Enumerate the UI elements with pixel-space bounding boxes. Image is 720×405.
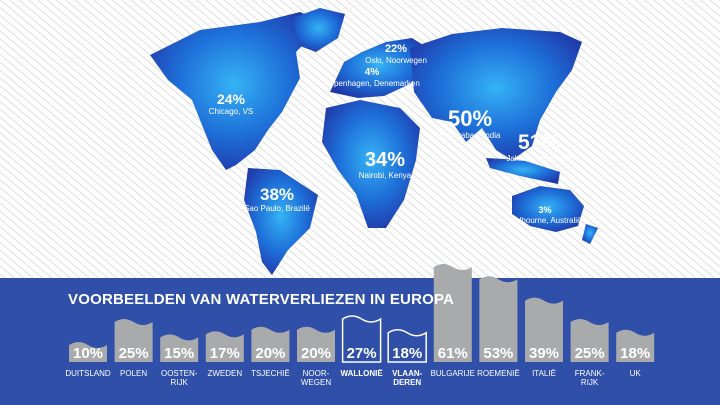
map-callout: 38% Sao Paulo, Brazilë — [217, 186, 337, 213]
map-callout: 51% Jakarta, Indonesië — [479, 132, 599, 163]
chart-title: VOORBEELDEN VAN WATERVERLIEZEN IN EUROPA — [68, 291, 455, 308]
map-callout-value: 24% — [216, 91, 246, 107]
bar-oosten-rijk — [160, 334, 199, 362]
map-callout-place: Hyderabad, India — [439, 131, 501, 140]
category-label: ITALIË — [532, 369, 556, 378]
north-america-shape — [150, 12, 318, 170]
map-callout: 50% Hyderabad, India — [410, 108, 530, 140]
bar-value-label: 10% — [73, 345, 103, 362]
map-callout-place: Oslo, Noorwegen — [365, 56, 427, 65]
map-callout-value: 38% — [259, 185, 295, 204]
bar-tsjechi- — [251, 326, 290, 362]
bar-bulgarije — [433, 264, 472, 362]
bar-value-label: 61% — [438, 345, 468, 362]
map-callout-place: Chicago, VS — [208, 107, 254, 116]
map-callout-value: 34% — [364, 149, 406, 171]
new-zealand-shape — [582, 224, 598, 244]
category-label: ROEMENIË — [477, 369, 520, 378]
greenland-shape — [292, 8, 345, 52]
bar-walloni- — [341, 315, 382, 363]
bar-frank-rijk — [570, 319, 609, 362]
bar-value-label: 25% — [575, 345, 605, 362]
africa-shape — [322, 100, 420, 228]
bar-vlaan-deren — [387, 329, 427, 363]
category-label: POLEN — [120, 369, 147, 378]
asia-shape — [410, 28, 582, 160]
category-label: FRANK-RIJK — [575, 369, 605, 387]
bar-value-label: 18% — [620, 345, 650, 362]
bar-value-label: 27% — [347, 345, 377, 362]
indonesia-shape — [486, 158, 560, 184]
bar-value-label: 17% — [210, 345, 240, 362]
category-label: WALLONIË — [340, 369, 383, 378]
map-callout-place: Melbourne, Australië — [508, 216, 582, 225]
category-label: NOOR-WEGEN — [301, 369, 331, 387]
map-callout: 3% Melbourne, Australië — [485, 206, 605, 225]
map-callout-value: 22% — [384, 43, 408, 55]
south-america-shape — [244, 168, 318, 275]
bar-duitsland — [69, 342, 107, 362]
map-callout: 24% Chicago, VS — [171, 92, 291, 116]
bar-value-label: 20% — [301, 345, 331, 362]
category-label: BULGARIJE — [431, 369, 475, 378]
map-callout-place: Nairobi, Kenya — [358, 171, 412, 180]
bar-value-label: 39% — [529, 345, 559, 362]
world-map — [150, 8, 598, 275]
map-callout-value: 4% — [364, 67, 380, 78]
bar-value-label: 15% — [164, 345, 194, 362]
map-callout: 34% Nairobi, Kenya — [325, 150, 445, 180]
category-label: DUITSLAND — [65, 369, 111, 378]
bar-value-label: 53% — [483, 345, 513, 362]
map-callout: 4% Kopenhagen, Denemarken — [312, 68, 432, 88]
bar-noor-wegen — [297, 326, 335, 362]
category-label: TSJECHIË — [251, 369, 290, 378]
bar-roemeni- — [479, 276, 518, 362]
bar-itali- — [525, 297, 563, 362]
map-callout-place: Sao Paulo, Brazilë — [244, 204, 310, 213]
category-label: UK — [630, 369, 642, 378]
bar-value-label: 25% — [119, 345, 149, 362]
bar-uk — [616, 329, 655, 362]
category-label: OOSTEN-RIJK — [161, 369, 198, 387]
map-callout-value: 50% — [447, 106, 493, 131]
category-label: VLAAN-DEREN — [392, 369, 423, 387]
category-label: ZWEDEN — [207, 369, 242, 378]
bar-value-label: 18% — [392, 345, 422, 362]
map-callout-value: 3% — [538, 205, 552, 215]
map-callout-value: 51% — [517, 131, 561, 154]
australia-shape — [512, 186, 584, 232]
bar-value-label: 20% — [255, 345, 285, 362]
map-callout-place: Jakarta, Indonesië — [506, 154, 572, 163]
europe-shape — [330, 38, 428, 98]
map-callout-place: Kopenhagen, Denemarken — [324, 79, 420, 88]
bar-polen — [114, 319, 153, 362]
map-callout: 22% Oslo, Noorwegen — [336, 44, 456, 65]
bar-zweden — [205, 331, 244, 362]
bar-chart: 10% DUITSLAND 25% POLEN 15% OOSTEN-RIJK 17% ZWE… — [65, 264, 655, 387]
